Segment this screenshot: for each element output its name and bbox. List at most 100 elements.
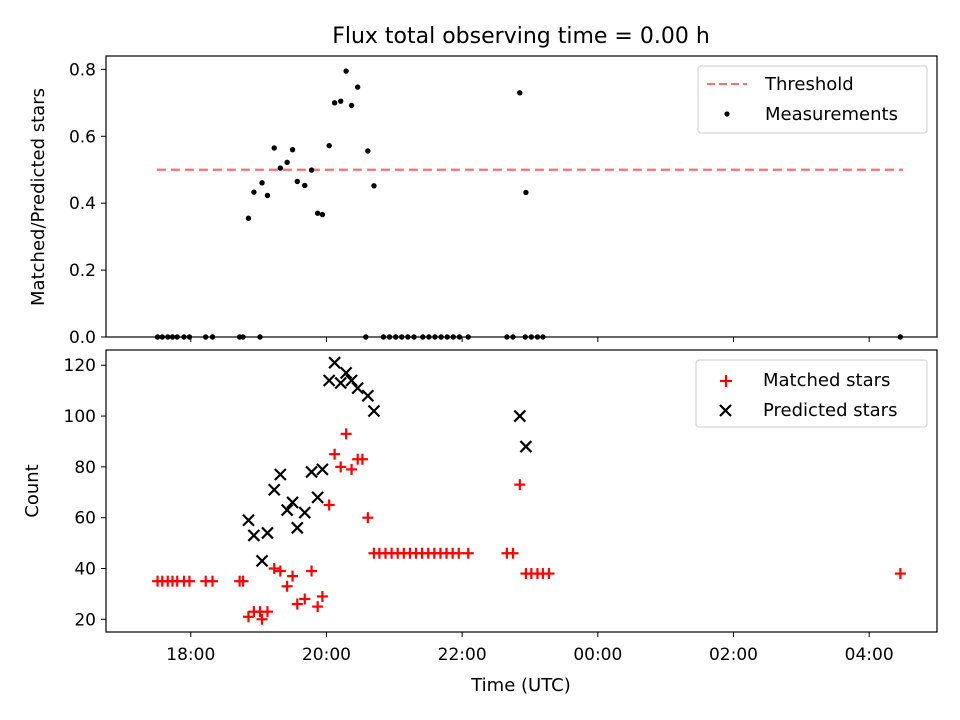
measurement-point — [338, 98, 344, 104]
matched-star-point — [207, 575, 219, 587]
measurement-point — [450, 334, 457, 340]
measurement-point — [897, 334, 904, 340]
matched-star-point — [281, 580, 293, 592]
measurement-point — [522, 334, 528, 340]
measurement-point — [365, 148, 371, 154]
ratio-legend: Threshold Measurements — [697, 65, 928, 134]
matched-star-point — [453, 547, 465, 559]
matched-star-point — [335, 461, 347, 473]
measurement-point — [465, 334, 471, 340]
matched-star-point — [346, 463, 358, 475]
predicted-star-point — [274, 468, 287, 481]
predicted-star-point — [286, 496, 299, 509]
predicted-star-point — [255, 554, 269, 568]
matched-star-point — [462, 547, 474, 559]
measurement-point — [209, 334, 216, 340]
matched-star-point — [894, 568, 906, 580]
x-tick-label: 02:00 — [709, 645, 758, 665]
measurements-legend-swatch — [724, 111, 730, 117]
measurement-point — [277, 165, 284, 171]
predicted-stars-legend-swatch — [719, 404, 732, 417]
x-tick-label: 00:00 — [573, 645, 622, 665]
measurement-point — [186, 334, 193, 340]
ratio-y-tick-label: 0.6 — [69, 127, 96, 147]
measurement-point — [528, 334, 535, 340]
measurement-point — [308, 167, 315, 173]
measurement-point — [405, 334, 411, 340]
measurement-point — [159, 334, 166, 340]
measurement-point — [251, 189, 257, 195]
ratio-y-axis: 0.0 0.2 0.4 0.6 0.8 — [69, 60, 106, 348]
measurement-point — [289, 146, 296, 153]
matched-star-point — [329, 448, 341, 460]
measurement-point — [386, 334, 393, 340]
measurements-legend-label: Measurements — [765, 104, 898, 125]
measurement-point — [181, 334, 187, 340]
counts-y-axis: 20 40 60 80 100 120 — [64, 356, 106, 630]
measurement-point — [348, 102, 355, 109]
measurement-point — [444, 334, 450, 340]
ratio-y-axis-label: Matched/Predicted stars — [28, 88, 49, 306]
ratio-x-ticks — [190, 337, 870, 342]
x-tick-label: 22:00 — [438, 645, 487, 665]
matched-star-point — [242, 611, 254, 623]
matched-star-point — [507, 547, 519, 559]
matched-star-point — [256, 613, 268, 625]
threshold-legend-label: Threshold — [764, 74, 854, 95]
predicted-star-point — [519, 440, 533, 453]
measurement-point — [271, 145, 277, 151]
ratio-panel: 0.00.20.40.60.8 Matched/Predicted stars … — [28, 55, 938, 348]
measurement-point — [363, 334, 369, 340]
counts-y-tick-label: 20 — [74, 610, 96, 630]
matched-star-point — [306, 565, 318, 577]
matched-star-point — [291, 598, 303, 610]
measurement-point — [302, 182, 308, 189]
predicted-star-point — [247, 529, 261, 542]
counts-panel: 20 40 60 80 100 120 18:00 20:00 22:00 00:00 02:00… — [22, 349, 938, 665]
measurement-point — [517, 90, 523, 96]
x-tick-label: 18:00 — [166, 645, 215, 665]
matched-star-point — [340, 428, 352, 440]
counts-y-tick-label: 80 — [74, 458, 96, 478]
measurement-point — [259, 180, 265, 186]
matched-star-point — [261, 606, 273, 618]
measurement-point — [326, 142, 332, 149]
predicted-star-point — [334, 376, 347, 390]
ratio-legend-box — [697, 65, 928, 134]
measurement-point — [264, 192, 271, 199]
measurement-point — [510, 334, 516, 340]
predicted-star-point — [242, 513, 255, 527]
predicted-star-point — [361, 389, 375, 403]
x-tick-label: 04:00 — [845, 645, 894, 665]
measurement-point — [456, 334, 463, 340]
counts-y-tick-label: 100 — [64, 407, 96, 427]
measurement-point — [420, 334, 426, 340]
measurement-point — [399, 334, 405, 340]
counts-y-tick-label: 120 — [64, 356, 96, 376]
measurement-point — [534, 334, 541, 340]
predicted-star-point — [328, 356, 341, 369]
measurement-point — [294, 178, 300, 185]
x-axis-label: Time (UTC) — [470, 675, 571, 696]
measurement-point — [354, 84, 361, 90]
matched-star-point — [316, 590, 328, 602]
matched-star-point — [356, 453, 368, 465]
counts-x-axis: 18:00 20:00 22:00 00:00 02:00 04:00 — [166, 632, 894, 665]
measurement-point — [392, 334, 399, 340]
measurement-point — [380, 334, 387, 340]
counts-plot-area — [105, 349, 938, 633]
count-points-layer — [152, 356, 906, 625]
measurement-point — [257, 334, 263, 340]
matched-star-point — [362, 512, 374, 524]
predicted-star-point — [367, 404, 381, 418]
measurement-point — [504, 334, 510, 340]
measurement-points-layer — [154, 68, 904, 340]
matched-star-point — [274, 565, 286, 577]
predicted-star-point — [298, 506, 312, 519]
predicted-star-point — [322, 374, 336, 387]
matched-star-point — [268, 562, 280, 574]
predicted-star-point — [339, 366, 353, 380]
matched-star-point — [312, 601, 324, 613]
predicted-star-point — [305, 465, 318, 479]
